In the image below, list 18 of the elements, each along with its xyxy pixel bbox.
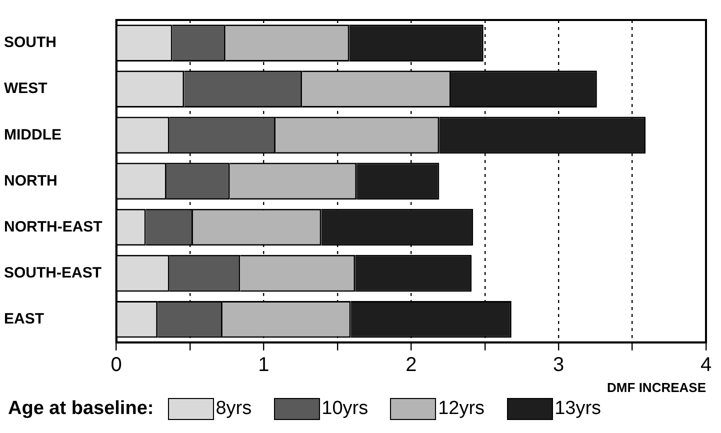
y-tick-label: SOUTH-EAST bbox=[4, 264, 102, 282]
legend-label: 10yrs bbox=[322, 398, 368, 420]
x-axis-title: DMF INCREASE bbox=[607, 380, 706, 395]
x-tick-label: 1 bbox=[258, 354, 270, 376]
y-tick-label: SOUTH bbox=[4, 34, 56, 52]
y-tick-label: EAST bbox=[4, 310, 44, 328]
y-tick-label: WEST bbox=[4, 80, 48, 98]
x-tick-label: 3 bbox=[553, 354, 564, 376]
x-tick-label: 2 bbox=[406, 354, 417, 376]
x-tick-label: 4 bbox=[700, 354, 712, 376]
y-tick-label: MIDDLE bbox=[4, 126, 62, 144]
x-tick-label: 0 bbox=[110, 354, 122, 376]
y-tick-label: NORTH-EAST bbox=[4, 218, 102, 236]
legend-title: Age at baseline: bbox=[8, 398, 154, 420]
y-tick-label: NORTH bbox=[4, 172, 58, 190]
legend-label: 12yrs bbox=[438, 398, 485, 420]
legend-label: 8yrs bbox=[216, 398, 252, 420]
legend-label: 13yrs bbox=[554, 398, 602, 420]
